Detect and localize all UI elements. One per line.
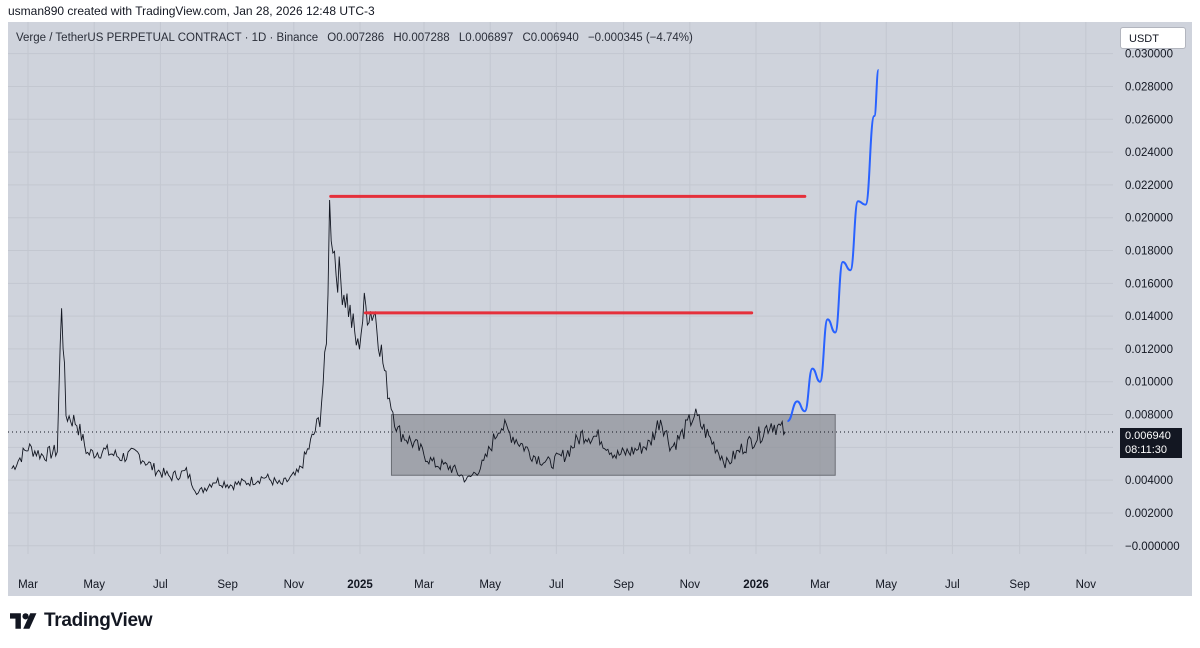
x-tick-label: Sep: [613, 579, 633, 591]
y-tick-label: 0.026000: [1125, 114, 1173, 126]
y-tick-label: 0.028000: [1125, 81, 1173, 93]
last-price-badge: 0.006940 08:11:30: [1120, 428, 1182, 458]
ohlc-open: O0.007286: [327, 32, 385, 44]
price-series-line: [11, 199, 786, 496]
x-tick-label: Nov: [284, 579, 305, 591]
x-tick-label: Jul: [549, 579, 564, 591]
range-box: [390, 414, 836, 476]
tradingview-wordmark: TradingView: [44, 610, 153, 631]
x-tick-label: 2025: [347, 579, 373, 591]
x-tick-label: 2026: [743, 579, 769, 591]
y-tick-label: 0.004000: [1125, 475, 1173, 487]
x-tick-label: Sep: [1009, 579, 1029, 591]
y-tick-label: 0.014000: [1125, 311, 1173, 323]
y-tick-label: 0.018000: [1125, 246, 1173, 258]
x-tick-label: Jul: [945, 579, 960, 591]
y-tick-label: 0.016000: [1125, 278, 1173, 290]
author-credit: usman890 created with TradingView.com, J…: [8, 4, 375, 18]
y-tick-label: 0.008000: [1125, 410, 1173, 422]
ohlc-low: L0.006897: [458, 32, 514, 44]
chart-area[interactable]: −0.0000000.0020000.0040000.0060000.00800…: [8, 22, 1192, 596]
y-tick-label: 0.012000: [1125, 344, 1173, 356]
last-price-value: 0.006940: [1125, 430, 1171, 442]
symbol-title[interactable]: Verge / TetherUS PERPETUAL CONTRACT · 1D…: [16, 32, 319, 44]
x-tick-label: Nov: [1076, 579, 1097, 591]
tradingview-logo[interactable]: TradingView: [10, 610, 153, 632]
x-tick-label: Mar: [810, 579, 830, 591]
x-tick-label: Jul: [153, 579, 168, 591]
y-tick-label: 0.002000: [1125, 508, 1173, 520]
x-tick-label: Mar: [414, 579, 434, 591]
x-tick-label: Sep: [217, 579, 237, 591]
x-tick-label: May: [479, 579, 501, 591]
currency-button[interactable]: USDT: [1120, 27, 1186, 49]
tradingview-logo-icon: [10, 613, 37, 629]
x-tick-label: Nov: [680, 579, 701, 591]
x-tick-label: May: [83, 579, 105, 591]
y-tick-label: 0.010000: [1125, 377, 1173, 389]
x-tick-label: May: [875, 579, 897, 591]
projection-curve: [787, 69, 880, 423]
y-tick-label: −0.000000: [1125, 541, 1180, 553]
x-tick-label: Mar: [18, 579, 38, 591]
bar-countdown: 08:11:30: [1125, 444, 1168, 456]
y-tick-label: 0.020000: [1125, 213, 1173, 225]
ohlc-close: C0.006940: [522, 32, 579, 44]
ohlc-high: H0.007288: [393, 32, 450, 44]
price-chart[interactable]: −0.0000000.0020000.0040000.0060000.00800…: [8, 22, 1192, 596]
y-tick-label: 0.030000: [1125, 49, 1173, 61]
y-tick-label: 0.022000: [1125, 180, 1173, 192]
ohlc-change: −0.000345 (−4.74%): [587, 32, 693, 44]
symbol-legend: Verge / TetherUS PERPETUAL CONTRACT · 1D…: [16, 32, 699, 44]
y-tick-label: 0.024000: [1125, 147, 1173, 159]
